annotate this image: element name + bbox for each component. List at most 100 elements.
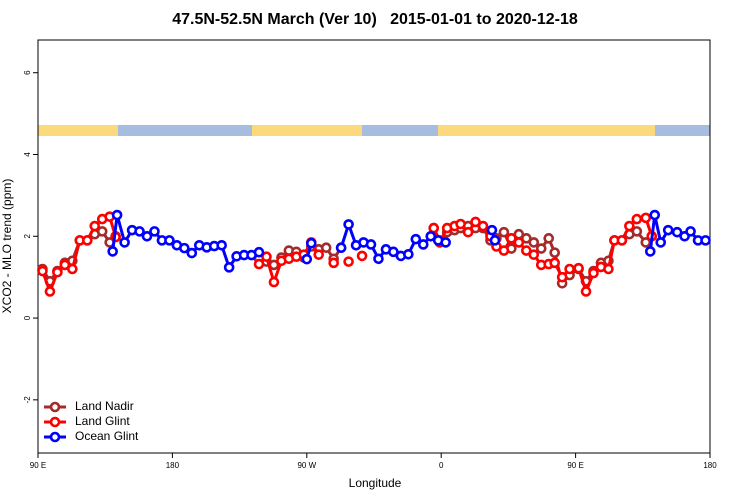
data-point — [44, 286, 56, 297]
data-point — [119, 237, 130, 248]
legend-label: Land Glint — [75, 414, 130, 428]
data-point — [356, 250, 368, 262]
data-point — [640, 237, 652, 248]
data-point — [81, 235, 93, 246]
data-point — [521, 245, 532, 256]
legend-label: Land Nadir — [75, 399, 134, 413]
legend-swatch-point — [49, 401, 61, 413]
data-point — [335, 242, 347, 254]
data-point — [37, 265, 48, 277]
data-point — [616, 235, 628, 246]
land-ocean-strip — [38, 125, 710, 136]
data-point — [549, 257, 560, 269]
data-point — [580, 286, 592, 297]
data-point — [301, 253, 313, 265]
data-point — [671, 226, 683, 238]
data-point — [440, 237, 451, 248]
data-point — [528, 237, 540, 248]
data-point — [631, 226, 643, 237]
data-point — [624, 220, 635, 232]
data-point — [462, 226, 474, 238]
data-point — [477, 220, 489, 232]
data-point — [685, 226, 696, 237]
data-point — [588, 267, 599, 279]
data-point — [535, 243, 547, 254]
land-strip — [252, 125, 362, 136]
data-point — [343, 219, 354, 230]
y-tick-label: -2 — [23, 396, 32, 404]
data-point — [253, 258, 265, 270]
data-point — [149, 226, 160, 237]
data-point — [388, 246, 399, 258]
data-point — [649, 209, 661, 221]
data-point — [89, 220, 101, 232]
legend-swatch-point — [49, 431, 61, 443]
legend-label: Ocean Glint — [75, 429, 139, 443]
x-tick-label: 90 W — [297, 461, 316, 470]
data-point — [164, 235, 175, 246]
x-tick-label: 0 — [439, 461, 444, 470]
data-point — [644, 246, 656, 257]
data-point — [655, 237, 667, 248]
data-point — [313, 249, 325, 260]
data-point — [134, 226, 145, 237]
ocean-strip — [362, 125, 438, 136]
data-point — [417, 239, 429, 250]
chart-title: 47.5N-52.5N March (Ver 10) 2015-01-01 to… — [172, 11, 578, 28]
y-tick-label: 6 — [23, 70, 32, 75]
data-point — [141, 230, 153, 242]
data-point — [603, 263, 614, 275]
y-tick-label: 0 — [23, 315, 32, 320]
plot-frame — [37, 39, 711, 454]
data-point — [428, 222, 440, 234]
data-point — [486, 224, 498, 236]
x-tick-label: 90 E — [30, 461, 46, 470]
data-point — [513, 237, 525, 248]
data-point — [564, 263, 575, 275]
ocean-strip — [655, 125, 710, 136]
data-point — [700, 235, 711, 246]
land-strip — [438, 125, 655, 136]
data-point — [556, 271, 568, 283]
data-point — [52, 266, 63, 278]
data-point — [305, 237, 317, 249]
data-point — [261, 251, 272, 263]
data-point — [67, 263, 78, 275]
data-point — [489, 235, 501, 246]
data-point — [96, 226, 108, 237]
data-point — [111, 209, 123, 221]
data-point — [640, 212, 652, 224]
data-point — [573, 262, 584, 274]
data-point — [410, 233, 422, 245]
data-point — [223, 262, 235, 273]
y-tick-label: 4 — [23, 152, 32, 157]
data-point — [498, 245, 510, 256]
data-point — [328, 257, 339, 269]
data-point — [521, 233, 532, 244]
x-tick-label: 180 — [166, 461, 180, 470]
data-point — [268, 276, 280, 288]
y-tick-label: 2 — [23, 234, 32, 239]
data-point — [403, 248, 414, 260]
data-point — [506, 233, 517, 244]
x-tick-label: 180 — [703, 461, 717, 470]
data-point — [631, 213, 643, 225]
data-point — [455, 218, 466, 230]
data-point — [528, 249, 540, 260]
data-point — [549, 247, 560, 258]
data-point — [498, 226, 510, 238]
data-point — [179, 242, 190, 254]
legend-swatch-point — [49, 416, 61, 428]
y-axis-label: XCO2 - MLO trend (ppm) — [0, 179, 14, 314]
data-point — [365, 239, 377, 250]
ocean-strip — [118, 125, 252, 136]
data-point — [320, 242, 332, 254]
data-point — [343, 256, 354, 267]
data-point — [543, 233, 555, 244]
data-point — [107, 246, 118, 257]
data-point — [186, 247, 198, 259]
data-point — [470, 216, 481, 228]
data-point — [253, 246, 265, 258]
